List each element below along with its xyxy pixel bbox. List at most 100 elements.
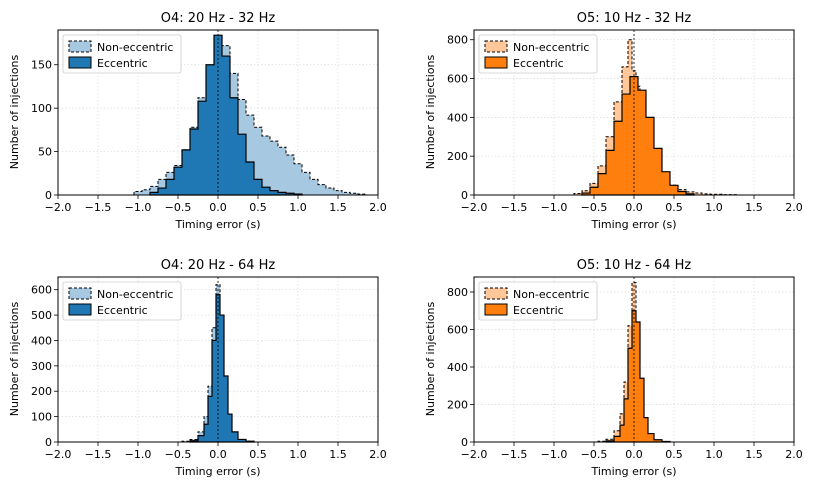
histogram-eccentric [149, 34, 303, 196]
x-tick-label: −1.5 [85, 201, 112, 214]
x-tick-label: 1.0 [705, 201, 723, 214]
legend-swatch-eccentric [484, 303, 508, 316]
legend-label-eccentric: Eccentric [513, 304, 564, 317]
panel-o4-20-32: −2.0 −1.5 −1.0 −0.5 0.0 0.5 1.0 1.5 2.0 0 50 100 150… [8, 11, 387, 231]
x-tick-label: −0.5 [581, 201, 608, 214]
y-tick-label: 600 [447, 324, 468, 337]
y-tick-label: 100 [31, 102, 52, 115]
legend-label-eccentric: Eccentric [513, 57, 564, 70]
y-tick-label: 800 [447, 286, 468, 299]
histogram-eccentric [605, 310, 671, 443]
histogram-eccentric [581, 75, 695, 196]
legend-swatch-eccentric [484, 56, 508, 69]
legend: Non-eccentric Eccentric [478, 34, 598, 74]
x-tick-label: 1.5 [745, 448, 763, 461]
legend-swatch-non-eccentric [484, 287, 508, 300]
y-tick-label: 500 [31, 309, 52, 322]
y-tick-label: 600 [447, 73, 468, 86]
legend-label-non-eccentric: Non-eccentric [97, 41, 173, 54]
x-tick-label: 2.0 [785, 201, 803, 214]
x-tick-label: −0.5 [581, 448, 608, 461]
panel-o5-10-32: −2.0 −1.5 −1.0 −0.5 0.0 0.5 1.0 1.5 2.0 0 200 400 60… [424, 11, 803, 231]
x-axis-label: Timing error (s) [174, 218, 260, 231]
y-tick-label: 200 [447, 150, 468, 163]
x-tick-label: 1.5 [329, 201, 347, 214]
x-tick-label: 0.0 [209, 448, 227, 461]
x-tick-label: 0.5 [249, 201, 267, 214]
legend-label-non-eccentric: Non-eccentric [97, 288, 173, 301]
x-tick-label: 0.5 [665, 448, 683, 461]
legend-swatch-non-eccentric [68, 40, 92, 53]
y-tick-label: 200 [447, 399, 468, 412]
x-tick-label: 1.0 [289, 201, 307, 214]
y-axis-label: Number of injections [424, 54, 437, 169]
x-tick-label: 0.5 [665, 201, 683, 214]
legend: Non-eccentric Eccentric [478, 281, 598, 321]
panel-o4-20-64: −2.0 −1.5 −1.0 −0.5 0.0 0.5 1.0 1.5 2.0 0 100 200 30… [8, 258, 387, 478]
x-tick-label: 1.5 [329, 448, 347, 461]
x-tick-label: −2.0 [45, 448, 72, 461]
x-tick-label: −2.0 [461, 448, 488, 461]
legend-box [62, 281, 182, 321]
y-tick-label: 800 [447, 34, 468, 47]
histogram-eccentric [189, 294, 255, 443]
x-tick-label: −1.0 [125, 201, 152, 214]
x-axis-label: Timing error (s) [174, 465, 260, 478]
x-tick-label: −1.0 [541, 201, 568, 214]
legend-label-eccentric: Eccentric [97, 304, 148, 317]
y-tick-label: 200 [31, 385, 52, 398]
chart-title: O4: 20 Hz - 32 Hz [161, 11, 276, 26]
x-tick-label: −2.0 [461, 201, 488, 214]
x-tick-label: 2.0 [369, 448, 387, 461]
chart-title: O5: 10 Hz - 64 Hz [577, 258, 692, 273]
y-tick-label: 0 [461, 189, 468, 202]
x-axis-label: Timing error (s) [590, 218, 676, 231]
x-tick-label: 0.5 [249, 448, 267, 461]
panel-o5-10-64: −2.0 −1.5 −1.0 −0.5 0.0 0.5 1.0 1.5 2.0 0 200 400 60… [424, 258, 803, 478]
y-tick-label: 600 [31, 284, 52, 297]
x-tick-label: −1.5 [501, 201, 528, 214]
x-tick-label: −0.5 [165, 201, 192, 214]
legend-swatch-non-eccentric [68, 287, 92, 300]
y-tick-label: 400 [31, 334, 52, 347]
y-axis-label: Number of injections [8, 54, 21, 169]
x-tick-label: −1.0 [125, 448, 152, 461]
chart-title: O4: 20 Hz - 64 Hz [161, 258, 276, 273]
legend-box [478, 281, 598, 321]
x-tick-label: −1.0 [541, 448, 568, 461]
y-tick-label: 100 [31, 411, 52, 424]
x-tick-label: 1.0 [289, 448, 307, 461]
x-tick-label: 2.0 [785, 448, 803, 461]
x-tick-label: 0.0 [209, 201, 227, 214]
x-tick-label: −2.0 [45, 201, 72, 214]
x-tick-label: −1.5 [85, 448, 112, 461]
x-tick-label: 0.0 [625, 201, 643, 214]
y-tick-label: 150 [31, 59, 52, 72]
y-tick-label: 0 [45, 189, 52, 202]
y-axis-label: Number of injections [424, 301, 437, 416]
legend: Non-eccentric Eccentric [62, 34, 182, 74]
y-tick-label: 50 [38, 146, 52, 159]
legend-swatch-eccentric [68, 56, 92, 69]
x-tick-label: 2.0 [369, 201, 387, 214]
x-axis-label: Timing error (s) [590, 465, 676, 478]
y-tick-label: 300 [31, 360, 52, 373]
legend-label-non-eccentric: Non-eccentric [513, 288, 589, 301]
chart-title: O5: 10 Hz - 32 Hz [577, 11, 692, 26]
y-axis-label: Number of injections [8, 301, 21, 416]
legend-swatch-eccentric [68, 303, 92, 316]
legend-label-non-eccentric: Non-eccentric [513, 41, 589, 54]
x-tick-label: −0.5 [165, 448, 192, 461]
y-tick-label: 0 [461, 436, 468, 449]
y-tick-label: 400 [447, 111, 468, 124]
legend-swatch-non-eccentric [484, 40, 508, 53]
x-tick-label: 1.0 [705, 448, 723, 461]
legend-box [478, 34, 598, 74]
x-tick-label: −1.5 [501, 448, 528, 461]
y-tick-label: 0 [45, 436, 52, 449]
legend: Non-eccentric Eccentric [62, 281, 182, 321]
legend-box [62, 34, 182, 74]
y-tick-label: 400 [447, 361, 468, 374]
legend-label-eccentric: Eccentric [97, 57, 148, 70]
